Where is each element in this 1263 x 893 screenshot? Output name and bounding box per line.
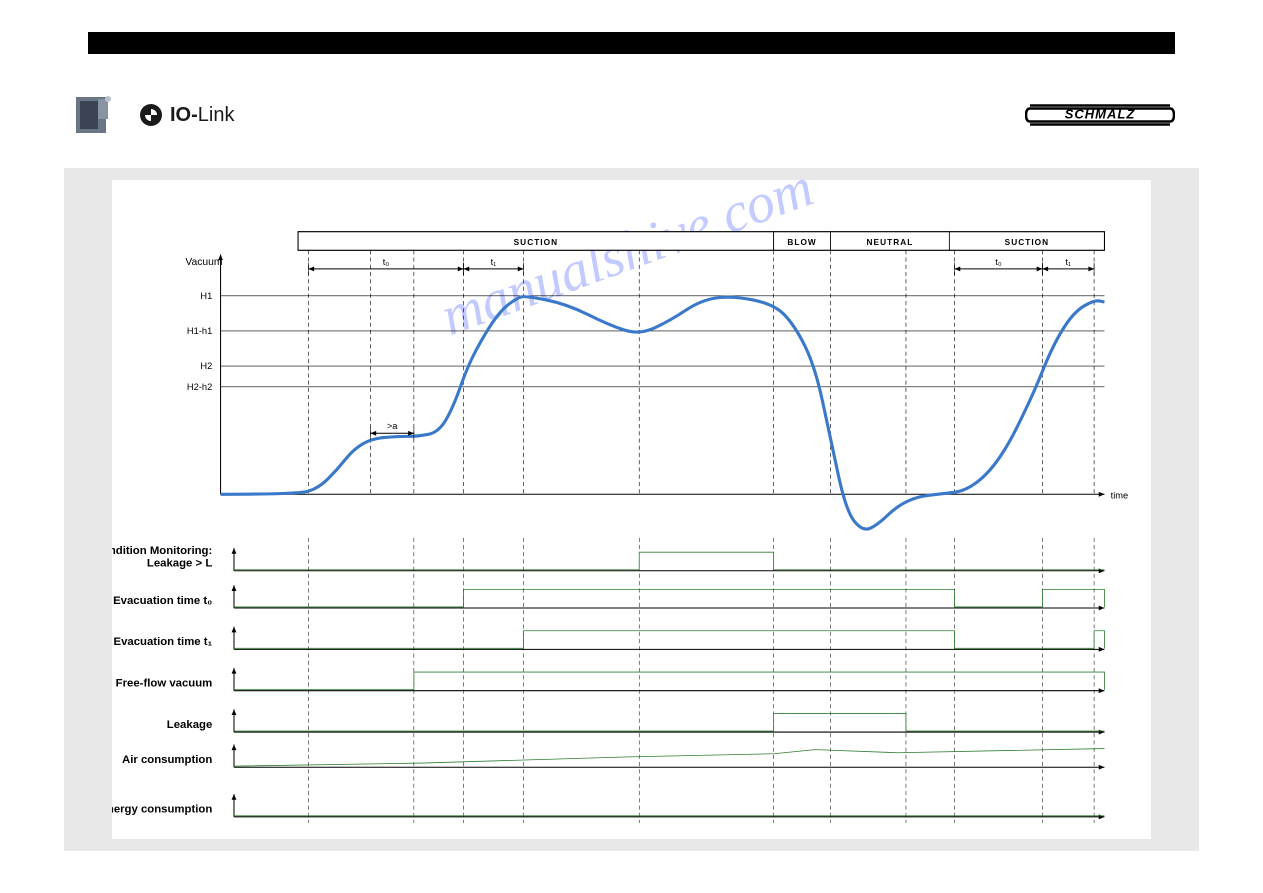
timing-diagram: SUCTION BLOW NEUTRAL SUCTION Vacuum time H1 H1-… xyxy=(112,180,1151,842)
svg-text:t₀: t₀ xyxy=(383,257,390,267)
svg-text:Vacuum: Vacuum xyxy=(185,257,222,268)
header-left: IO-Link xyxy=(72,93,234,137)
svg-text:time: time xyxy=(1111,490,1129,500)
svg-text:H1-h1: H1-h1 xyxy=(187,326,212,336)
svg-text:Air consumption: Air consumption xyxy=(122,754,212,766)
svg-text:Condition Monitoring:: Condition Monitoring: xyxy=(112,545,212,557)
svg-text:SCHMALZ: SCHMALZ xyxy=(1065,107,1136,122)
svg-text:H1: H1 xyxy=(200,291,212,301)
svg-text:NEUTRAL: NEUTRAL xyxy=(867,238,914,247)
svg-text:Evacuation time t₁: Evacuation time t₁ xyxy=(114,636,213,648)
svg-text:t₀: t₀ xyxy=(995,257,1002,267)
iolink-icon xyxy=(140,104,162,126)
device-icon xyxy=(72,93,116,137)
svg-text:Leakage > L: Leakage > L xyxy=(147,558,212,570)
svg-text:>a: >a xyxy=(387,421,398,431)
svg-text:SUCTION: SUCTION xyxy=(514,238,558,247)
svg-text:Free-flow vacuum: Free-flow vacuum xyxy=(116,678,213,690)
svg-text:Evacuation time t₀: Evacuation time t₀ xyxy=(113,595,212,607)
svg-text:BLOW: BLOW xyxy=(787,238,816,247)
svg-text:t₁: t₁ xyxy=(1065,257,1071,267)
top-black-bar xyxy=(88,32,1175,54)
svg-text:Leakage: Leakage xyxy=(167,719,212,731)
grey-panel: manualshive.com SUCTIONBLOWNEUTRALSUCTIO… xyxy=(64,168,1199,851)
page: IO-Link SCHMALZ manualshive.com SUCTIONB… xyxy=(0,0,1263,893)
brand-logo: SCHMALZ xyxy=(1025,95,1175,135)
header: IO-Link SCHMALZ xyxy=(72,92,1175,138)
svg-text:t₁: t₁ xyxy=(491,257,497,267)
svg-text:H2: H2 xyxy=(200,361,212,371)
iolink-logo: IO-Link xyxy=(140,104,234,127)
svg-text:H2-h2: H2-h2 xyxy=(187,382,212,392)
white-sheet: manualshive.com SUCTIONBLOWNEUTRALSUCTIO… xyxy=(112,180,1151,839)
svg-text:El. energy consumption: El. energy consumption xyxy=(112,804,212,816)
svg-text:SUCTION: SUCTION xyxy=(1005,238,1049,247)
iolink-text: IO-Link xyxy=(170,104,234,127)
